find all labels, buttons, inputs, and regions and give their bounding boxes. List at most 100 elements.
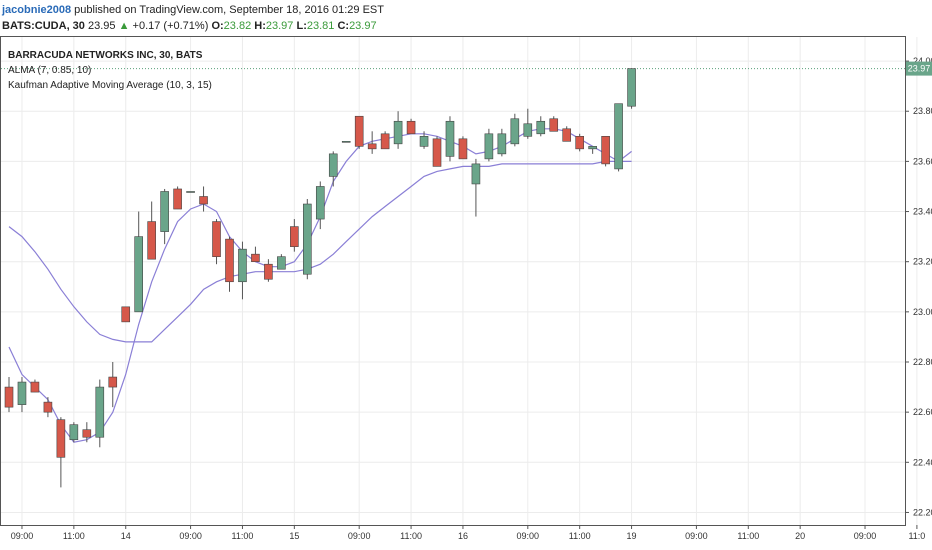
last-price-label: 23.97 [908, 64, 931, 74]
x-tick-label: 11:00 [737, 531, 759, 541]
high-label: H: [254, 20, 266, 32]
candle-body [575, 136, 584, 150]
candle-body [393, 120, 403, 145]
x-tick-label: 11:00 [569, 531, 591, 541]
candle-body [484, 133, 494, 160]
candle-body [43, 401, 53, 413]
y-tick-label: 23.20 [913, 257, 932, 267]
chart-legend: BARRACUDA NETWORKS INC, 30, BATS ALMA (7… [8, 48, 212, 93]
candle [134, 211, 143, 313]
candle [393, 111, 403, 149]
candle-body [354, 115, 364, 147]
y-tick-label: 23.60 [913, 156, 932, 166]
candle-body [458, 138, 468, 160]
y-tick-label: 23.80 [913, 106, 932, 116]
candle-body [82, 429, 92, 438]
candle [56, 417, 66, 488]
x-tick-label: 16 [458, 531, 468, 541]
chart-header: jacobnie2008 published on TradingView.co… [0, 0, 932, 36]
candle-body [562, 128, 572, 142]
legend-title: BARRACUDA NETWORKS INC, 30, BATS [8, 50, 203, 61]
candle-body [264, 263, 273, 280]
candle-body [367, 143, 377, 150]
candle [108, 362, 118, 408]
candle [354, 115, 364, 149]
time-axis[interactable]: 09:00 11:00 14 09:00 11:00 15 09:00 11:00 16 09:0… [11, 525, 926, 541]
x-tick-label: 11:00 [63, 531, 85, 541]
candle [484, 128, 494, 162]
candle [367, 131, 377, 154]
candle [147, 201, 156, 260]
price-axis[interactable]: 22.20 22.40 22.60 22.80 23.00 23.20 23.40 23.60… [905, 56, 932, 517]
candle-body [419, 136, 429, 147]
candle-body [160, 191, 169, 232]
candle [251, 246, 260, 262]
candle [406, 118, 416, 135]
candle [419, 131, 429, 149]
y-tick-label: 22.80 [913, 357, 932, 367]
candle-body [406, 120, 416, 135]
candle [328, 151, 338, 187]
open-value: 23.82 [223, 20, 252, 32]
candle-body [627, 68, 636, 107]
price-chart[interactable]: 22.20 22.40 22.60 22.80 23.00 23.20 23.40 23.60… [0, 36, 932, 550]
candle [43, 397, 53, 418]
low-value: 23.81 [306, 20, 335, 32]
candle [471, 158, 481, 217]
candle-body [238, 248, 247, 283]
candle [173, 186, 182, 210]
plot-area[interactable] [0, 36, 906, 526]
candle-body [121, 306, 131, 323]
candle-body [173, 188, 182, 210]
candle [212, 219, 221, 265]
close-value: 23.97 [349, 20, 377, 32]
candle-body [17, 381, 27, 405]
candle-body [225, 238, 234, 283]
candle-body [212, 221, 221, 257]
candle-body [290, 226, 299, 247]
x-tick-label: 11:00 [232, 531, 254, 541]
y-tick-label: 23.40 [913, 207, 932, 217]
candle-body [588, 146, 597, 150]
x-tick-label: 15 [289, 531, 299, 541]
candle [121, 306, 131, 323]
candle-body [56, 419, 66, 458]
candle-body [315, 186, 325, 220]
candle-body [328, 153, 338, 177]
x-tick-label: 09:00 [854, 531, 877, 541]
candle-body [69, 424, 79, 441]
candle [445, 116, 455, 162]
legend-kama: Kaufman Adaptive Moving Average (10, 3, … [8, 80, 212, 91]
symbol-label: BATS:CUDA, 30 [2, 20, 85, 32]
candle [238, 241, 247, 300]
candle-body [186, 191, 195, 193]
kama-line [8, 160, 632, 343]
up-arrow-icon: ▲ [118, 20, 130, 32]
candle [510, 113, 520, 147]
author-link[interactable]: jacobnie2008 [2, 4, 72, 16]
candle-body [134, 236, 143, 313]
y-tick-label: 24.00 [913, 56, 932, 66]
candles [4, 68, 636, 488]
candle [4, 377, 14, 413]
x-tick-label: 09:00 [348, 531, 371, 541]
publish-line: jacobnie2008 published on TradingView.co… [2, 4, 384, 16]
candle-body [380, 133, 390, 150]
legend-alma: ALMA (7, 0.85, 10) [8, 65, 92, 76]
candle [458, 136, 468, 160]
candle [30, 379, 40, 393]
candle-body [614, 103, 623, 170]
candle [536, 116, 546, 137]
candle [186, 191, 195, 193]
candle [17, 377, 27, 413]
candle-body [601, 136, 610, 165]
candle [199, 186, 208, 212]
candle-body [432, 138, 442, 167]
candle [264, 259, 273, 282]
candle-body [30, 381, 40, 393]
candle [588, 146, 597, 154]
candle-body [303, 203, 312, 275]
candle-body [341, 141, 351, 143]
published-text: published on TradingView.com, September … [74, 4, 384, 16]
x-tick-label: 09:00 [685, 531, 708, 541]
